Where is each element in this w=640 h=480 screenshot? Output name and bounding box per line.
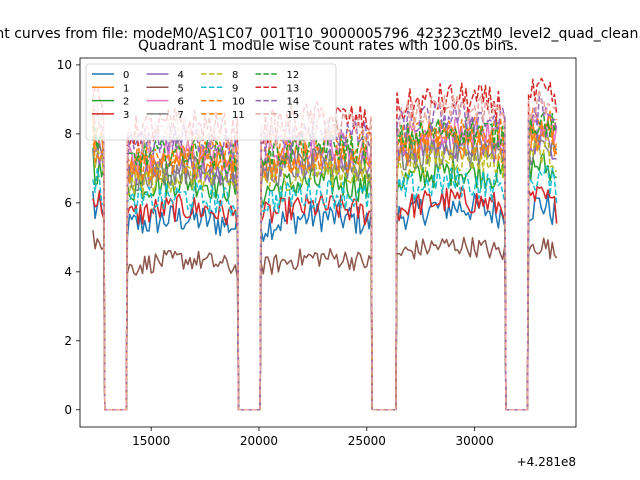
x-offset-label: +4.281e8 bbox=[517, 455, 576, 469]
y-tick-label: 2 bbox=[64, 334, 72, 348]
legend-box bbox=[85, 63, 337, 141]
chart-title: Quadrant 1 module wise count rates with … bbox=[138, 38, 518, 54]
y-tick-label: 6 bbox=[64, 196, 72, 210]
y-tick-label: 4 bbox=[64, 265, 72, 279]
y-tick-label: 8 bbox=[64, 127, 72, 141]
y-tick-label: 0 bbox=[64, 403, 72, 417]
legend-label-11: 11 bbox=[232, 110, 245, 121]
series-line-10 bbox=[92, 107, 558, 411]
legend-label-3: 3 bbox=[123, 110, 129, 121]
chart-suptitle: Light curves from file: modeM0/AS1C07_00… bbox=[0, 26, 640, 42]
x-tick-label: 20000 bbox=[240, 434, 278, 448]
legend-label-15: 15 bbox=[287, 110, 300, 121]
series-line-12 bbox=[92, 112, 558, 411]
axes-frame bbox=[79, 57, 577, 428]
legend-label-0: 0 bbox=[123, 70, 129, 81]
series-line-5 bbox=[92, 230, 558, 411]
y-tick-label: 10 bbox=[57, 58, 72, 72]
legend-label-12: 12 bbox=[287, 70, 300, 81]
legend-label-4: 4 bbox=[178, 70, 184, 81]
series-line-2 bbox=[92, 147, 557, 411]
series-line-8 bbox=[92, 135, 558, 411]
legend-label-2: 2 bbox=[123, 97, 129, 108]
legend-label-9: 9 bbox=[232, 83, 238, 94]
legend-label-14: 14 bbox=[287, 97, 300, 108]
y-axis: 0 2 4 6 8 10 bbox=[57, 58, 80, 417]
legend-label-7: 7 bbox=[178, 110, 184, 121]
legend-label-1: 1 bbox=[123, 83, 129, 94]
x-axis: 15000 20000 25000 30000 bbox=[132, 427, 494, 448]
series-line-11 bbox=[92, 122, 558, 411]
legend-label-6: 6 bbox=[178, 97, 184, 108]
x-tick-label: 30000 bbox=[456, 434, 494, 448]
legend-label-5: 5 bbox=[178, 83, 184, 94]
legend-label-10: 10 bbox=[232, 97, 245, 108]
x-tick-label: 25000 bbox=[348, 434, 386, 448]
x-tick-label: 15000 bbox=[132, 434, 170, 448]
legend-label-13: 13 bbox=[287, 83, 300, 94]
legend-label-8: 8 bbox=[232, 70, 238, 81]
